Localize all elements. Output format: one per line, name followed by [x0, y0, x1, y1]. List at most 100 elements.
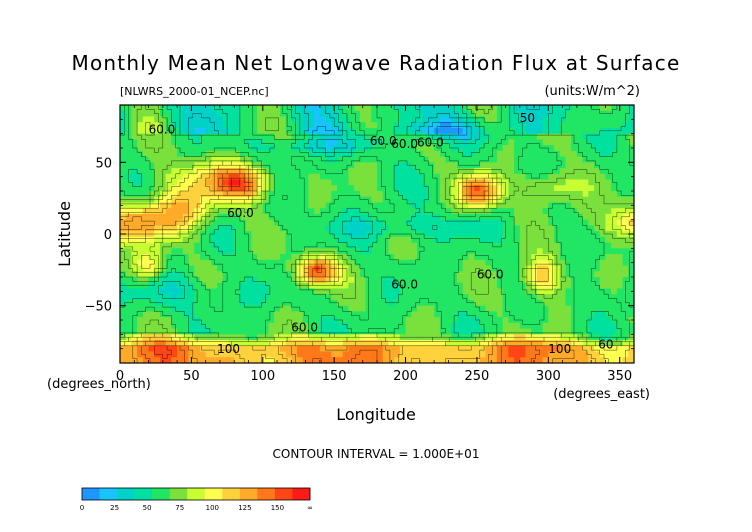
- heatmap-cell: [576, 110, 584, 118]
- heatmap-cell: [388, 208, 395, 215]
- heatmap-cell: [542, 317, 549, 324]
- heatmap-cell: [285, 150, 292, 158]
- heatmap-cell: [154, 225, 161, 232]
- heatmap-cell: [582, 277, 589, 284]
- heatmap-cell: [131, 127, 138, 135]
- heatmap-cell: [611, 105, 618, 112]
- heatmap-cell: [434, 334, 441, 341]
- heatmap-cell: [599, 122, 607, 129]
- heatmap-cell: [222, 202, 230, 209]
- heatmap-cell: [354, 122, 361, 129]
- heatmap-cell: [411, 105, 418, 112]
- heatmap-cell: [382, 340, 390, 347]
- heatmap-cell: [576, 288, 584, 295]
- heatmap-cell: [297, 248, 304, 255]
- heatmap-cell: [359, 196, 367, 204]
- heatmap-cell: [394, 208, 401, 215]
- heatmap-cell: [279, 145, 287, 152]
- heatmap-cell: [120, 265, 127, 272]
- heatmap-cell: [377, 110, 384, 118]
- heatmap-cell: [622, 236, 629, 244]
- heatmap-cell: [594, 202, 601, 209]
- heatmap-cell: [576, 351, 584, 358]
- heatmap-cell: [274, 248, 281, 255]
- heatmap-cell: [576, 345, 584, 353]
- heatmap-cell: [628, 265, 634, 272]
- heatmap-cell: [525, 196, 532, 204]
- heatmap-cell: [451, 213, 458, 221]
- heatmap-cell: [422, 357, 429, 363]
- heatmap-cell: [462, 242, 469, 249]
- heatmap-cell: [582, 294, 589, 301]
- heatmap-cell: [159, 185, 167, 192]
- heatmap-cell: [222, 254, 230, 261]
- heatmap-cell: [456, 127, 464, 135]
- heatmap-cell: [382, 345, 390, 353]
- heatmap-cell: [428, 145, 435, 152]
- heatmap-cell: [302, 162, 310, 169]
- heatmap-cell: [217, 317, 224, 324]
- heatmap-cell: [268, 248, 275, 255]
- heatmap-cell: [571, 122, 578, 129]
- heatmap-cell: [491, 173, 498, 181]
- heatmap-cell: [131, 322, 138, 330]
- heatmap-cell: [588, 162, 595, 169]
- heatmap-cell: [285, 191, 292, 198]
- heatmap-cell: [565, 133, 572, 140]
- heatmap-cell: [371, 213, 378, 221]
- heatmap-cell: [496, 179, 504, 186]
- heatmap-cell: [285, 208, 292, 215]
- heatmap-cell: [582, 122, 589, 129]
- heatmap-cell: [576, 145, 584, 152]
- heatmap-cell: [451, 225, 458, 232]
- heatmap-cell: [325, 202, 332, 209]
- heatmap-cell: [508, 328, 515, 335]
- heatmap-cell: [388, 248, 395, 255]
- heatmap-cell: [199, 202, 207, 209]
- heatmap-cell: [268, 288, 275, 295]
- heatmap-cell: [559, 334, 567, 341]
- heatmap-cell: [508, 317, 515, 324]
- heatmap-cell: [257, 219, 264, 226]
- heatmap-cell: [291, 357, 298, 363]
- heatmap-cell: [439, 334, 447, 341]
- heatmap-cell: [314, 185, 321, 192]
- heatmap-cell: [234, 317, 241, 324]
- heatmap-cell: [257, 122, 264, 129]
- heatmap-cell: [302, 277, 310, 284]
- heatmap-cell: [217, 208, 224, 215]
- heatmap-cell: [508, 179, 515, 186]
- heatmap-cell: [308, 185, 315, 192]
- heatmap-cell: [508, 357, 515, 363]
- heatmap-cell: [576, 179, 584, 186]
- heatmap-cell: [445, 139, 452, 146]
- heatmap-cell: [594, 305, 601, 312]
- heatmap-cell: [594, 248, 601, 255]
- heatmap-cell: [502, 145, 509, 152]
- heatmap-cell: [519, 328, 527, 335]
- heatmap-cell: [548, 196, 555, 204]
- heatmap-cell: [337, 208, 344, 215]
- heatmap-cell: [445, 110, 452, 118]
- heatmap-cell: [331, 191, 338, 198]
- heatmap-cell: [599, 168, 607, 175]
- heatmap-cell: [359, 334, 367, 341]
- heatmap-cell: [536, 277, 544, 284]
- heatmap-cell: [297, 357, 304, 363]
- heatmap-cell: [199, 340, 207, 347]
- heatmap-cell: [319, 219, 327, 226]
- heatmap-cell: [199, 317, 207, 324]
- heatmap-cell: [565, 173, 572, 181]
- heatmap-cell: [377, 150, 384, 158]
- heatmap-cell: [554, 156, 561, 163]
- heatmap-cell: [416, 139, 424, 146]
- heatmap-cell: [319, 242, 327, 249]
- heatmap-cell: [205, 213, 212, 221]
- heatmap-cell: [171, 340, 178, 347]
- heatmap-cell: [525, 248, 532, 255]
- colorbar: 0 25 50 75 100 125 150 ∞: [80, 487, 313, 512]
- heatmap-cell: [371, 196, 378, 204]
- heatmap-cell: [308, 208, 315, 215]
- heatmap-cell: [331, 242, 338, 249]
- heatmap-cell: [468, 105, 475, 112]
